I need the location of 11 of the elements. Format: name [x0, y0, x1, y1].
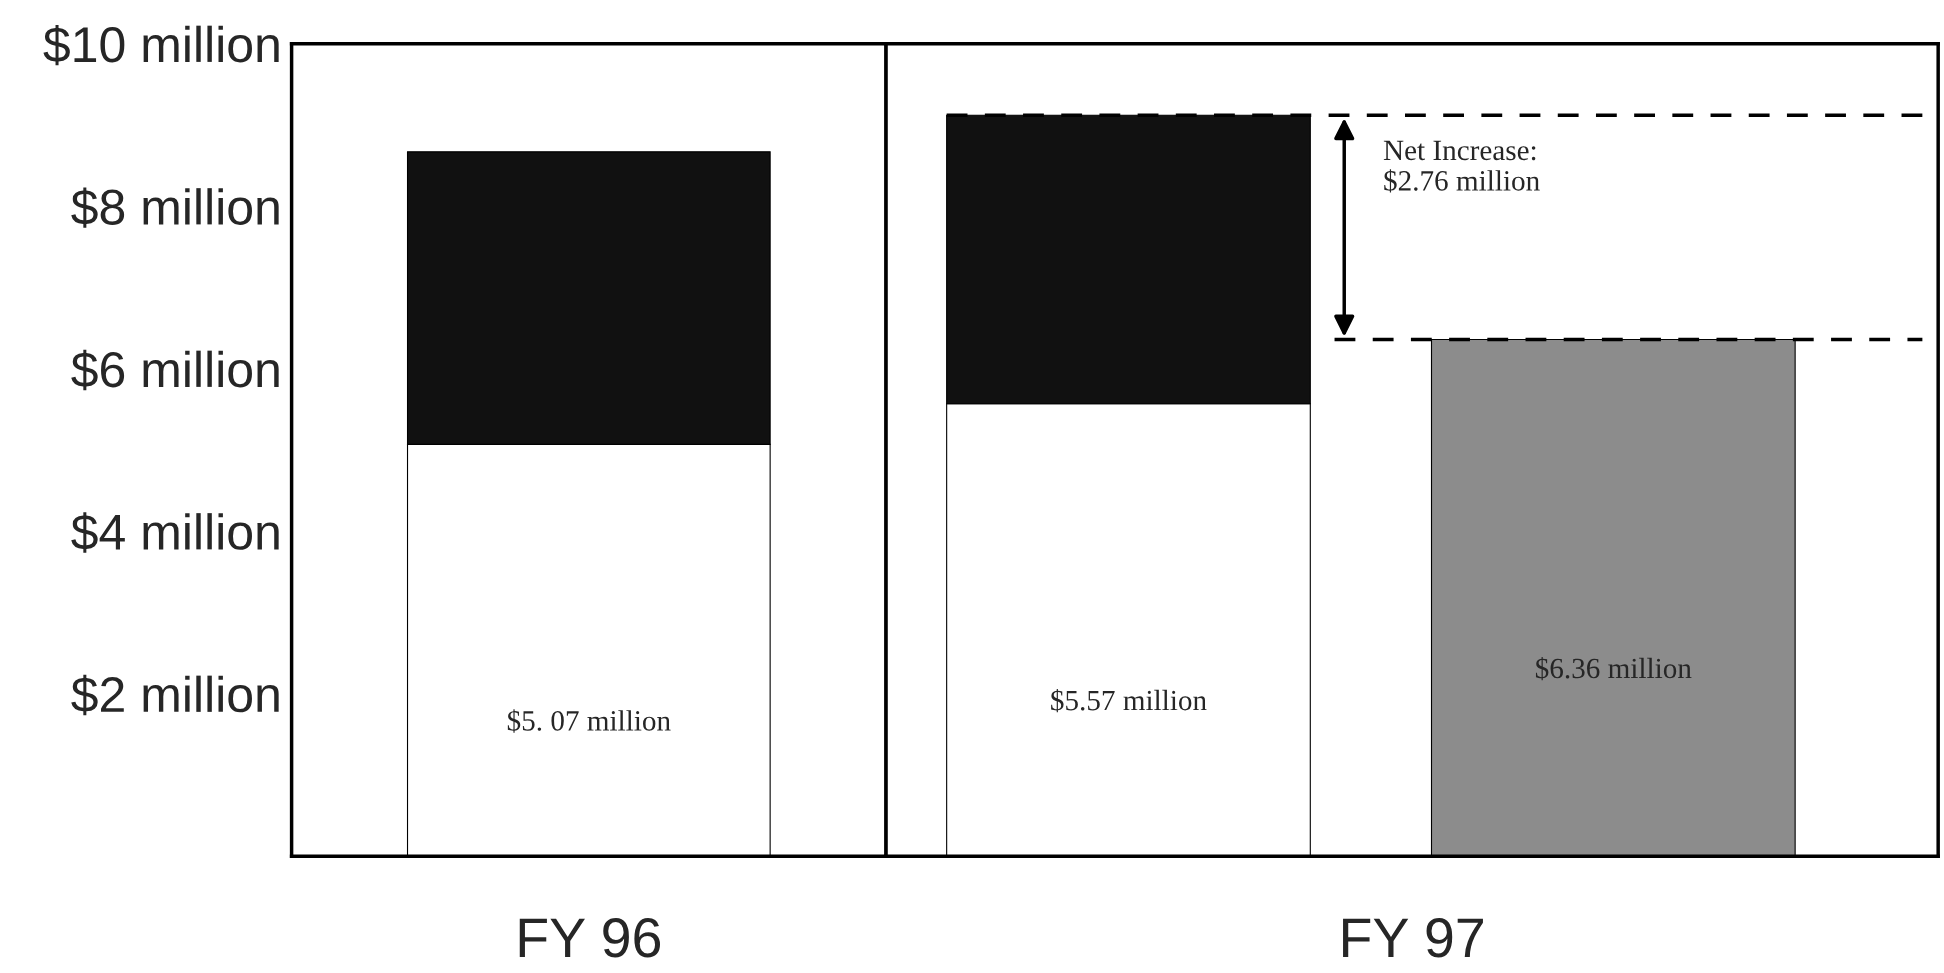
y-tick-label: $8 million — [71, 187, 279, 228]
x-axis-title: FY 97 — [1343, 918, 1483, 958]
y-tick-label: $10 million — [43, 24, 279, 66]
annotation: Net Increase: $2.76 million — [1383, 140, 1540, 193]
y-tick-label: $4 million — [71, 512, 279, 553]
data-label: $5.57 million — [1051, 688, 1207, 713]
data-label: $6.36 million — [1535, 656, 1692, 681]
data-label: $5. 07 million — [507, 709, 671, 733]
y-tick-label: $2 million — [71, 674, 279, 716]
x-axis-title: FY 96 — [519, 918, 661, 958]
y-tick-label: $6 million — [71, 349, 279, 391]
